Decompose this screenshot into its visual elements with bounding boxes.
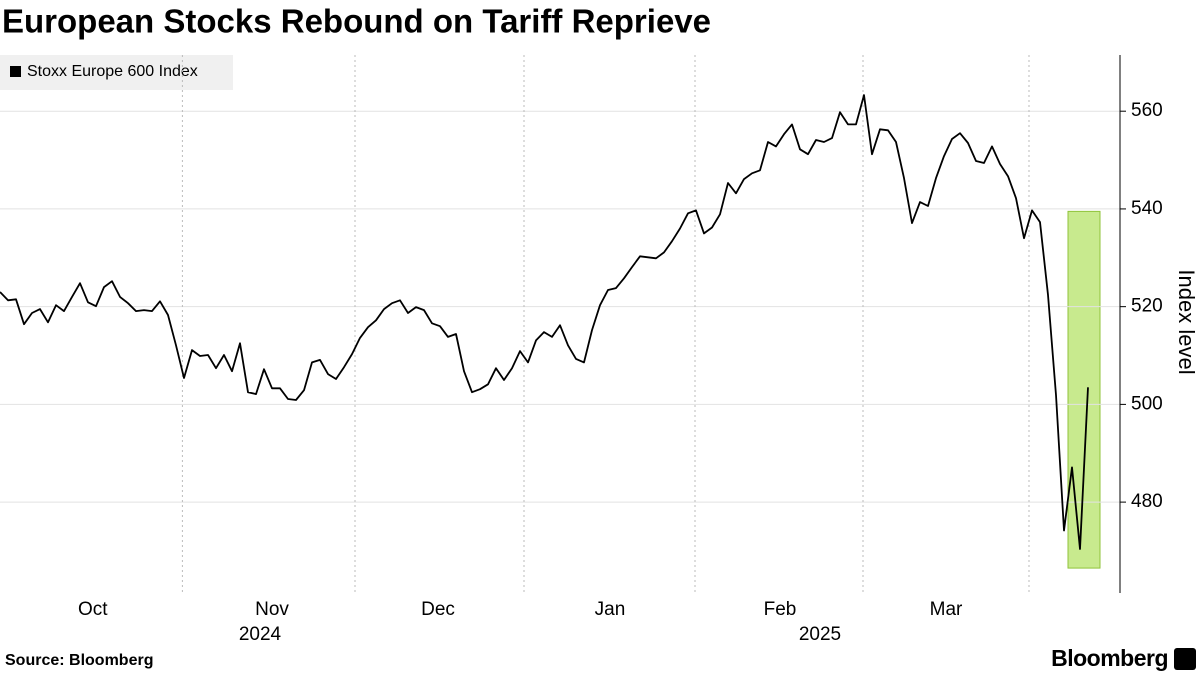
y-axis-label: Index level xyxy=(1174,269,1199,374)
y-tick-label: 500 xyxy=(1131,393,1163,414)
chart-title: European Stocks Rebound on Tariff Reprie… xyxy=(2,3,711,40)
x-tick-label: Mar xyxy=(930,599,963,620)
legend-label: Stoxx Europe 600 Index xyxy=(27,63,198,80)
highlight xyxy=(1067,210,1101,569)
brand: Bloomberg xyxy=(1051,645,1168,671)
source: Source: Bloomberg xyxy=(5,652,153,669)
line xyxy=(0,94,1089,550)
legend xyxy=(0,55,233,90)
x-tick-label: Oct xyxy=(78,599,108,620)
x-tick-label: Dec xyxy=(421,599,455,620)
y-tick-label: 540 xyxy=(1131,198,1163,219)
x-tick-label: Jan xyxy=(595,599,626,620)
x-tick-label: Nov xyxy=(255,599,289,620)
y-tick-label: 520 xyxy=(1131,296,1163,317)
legend-swatch xyxy=(10,66,21,77)
year-label: 2024 xyxy=(239,624,282,645)
y-tick-label: 480 xyxy=(1131,491,1163,512)
x-tick-label: Feb xyxy=(764,599,797,620)
year-label: 2025 xyxy=(799,624,841,645)
y-tick-label: 560 xyxy=(1131,100,1163,121)
brand-icon xyxy=(1174,648,1196,670)
